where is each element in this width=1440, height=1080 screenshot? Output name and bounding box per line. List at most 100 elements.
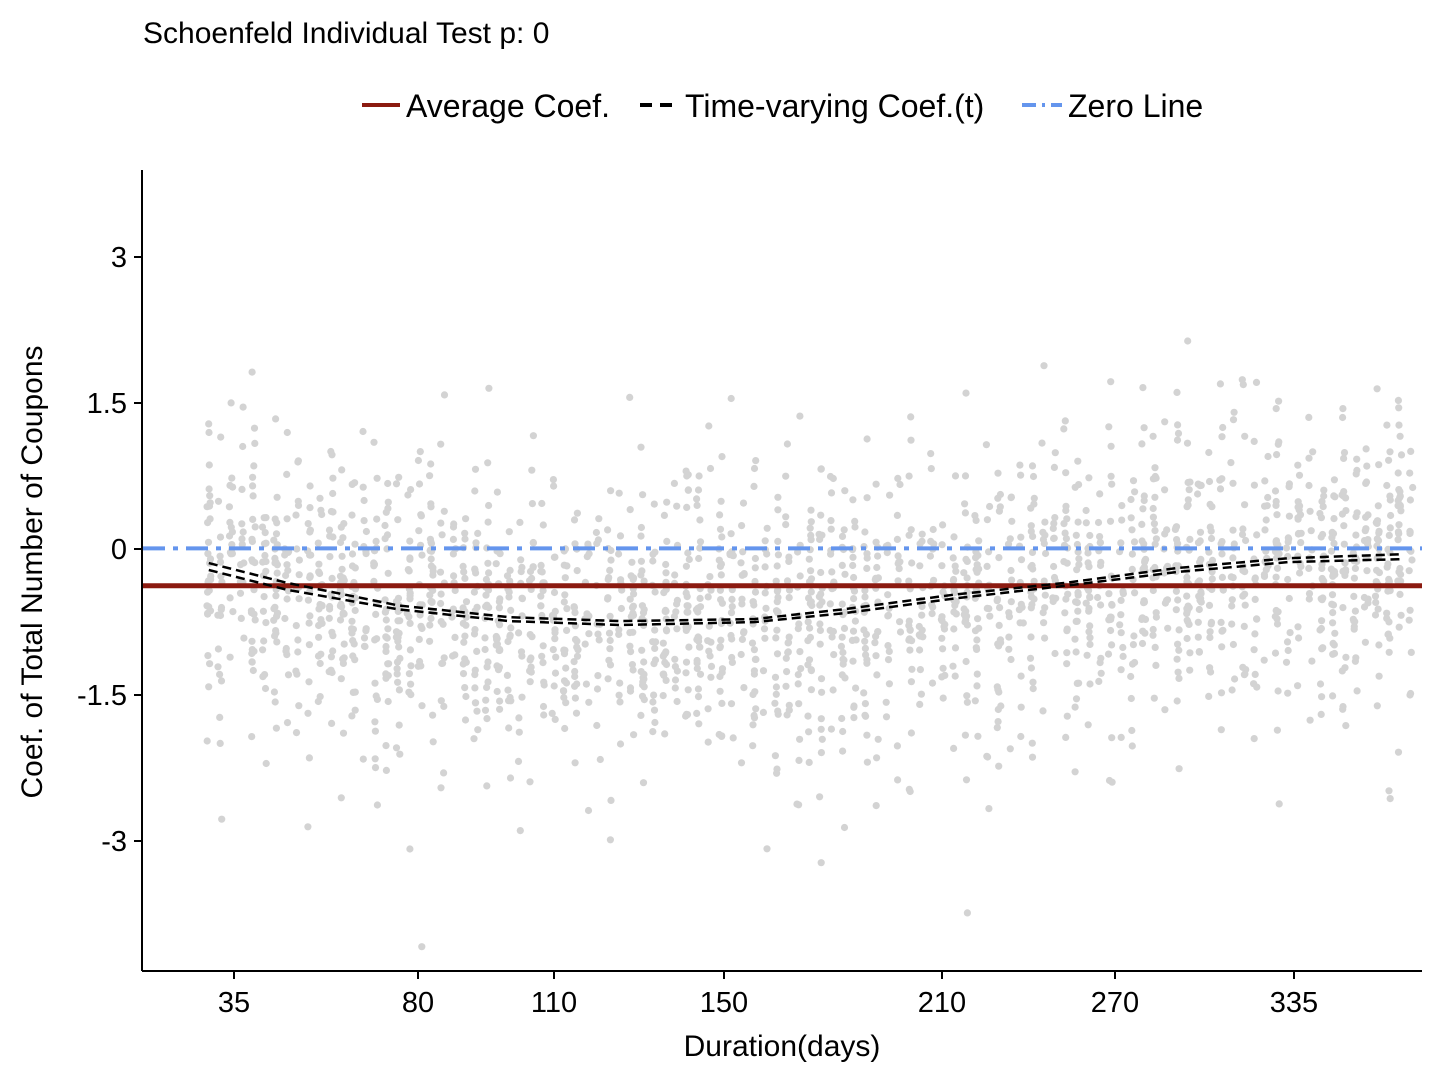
scatter-point [473,707,481,715]
scatter-point [838,714,846,723]
scatter-point [414,662,422,670]
scatter-point [1149,631,1157,639]
scatter-point [963,692,971,700]
scatter-point [1108,734,1116,742]
scatter-point [1386,634,1394,642]
scatter-point [1385,456,1393,464]
scatter-point [761,634,769,642]
scatter-point [774,710,782,718]
scatter-point [1319,503,1327,511]
scatter-point [806,633,815,642]
scatter-point [327,666,335,674]
scatter-point [682,669,690,677]
scatter-point [1183,439,1192,447]
scatter-point [826,472,835,481]
scatter-point [461,716,470,724]
scatter-point [996,490,1005,499]
scatter-point [1274,440,1282,448]
scatter-point [1095,677,1103,686]
scatter-point [1075,561,1083,569]
scatter-point [295,556,303,564]
scatter-point [1309,448,1317,456]
scatter-point [1294,503,1302,511]
scatter-point [1250,437,1258,445]
scatter-point [1385,618,1393,626]
scatter-point [216,739,224,748]
scatter-point [750,670,759,678]
scatter-point [905,531,913,539]
scatter-point [539,659,547,667]
scatter-point [360,517,368,525]
scatter-point [638,567,646,575]
scatter-point [1197,598,1205,606]
scatter-point [571,682,579,690]
scatter-point [495,663,503,671]
scatter-point [694,693,703,701]
scatter-point [571,694,580,702]
scatter-point [785,633,793,641]
scatter-point [272,530,281,538]
scatter-point [207,572,215,580]
scatter-point [1131,488,1139,496]
scatter-point [659,692,667,700]
scatter-point [395,721,403,729]
scatter-point [349,688,357,697]
scatter-point [571,667,579,676]
scatter-point [817,859,825,867]
scatter-point [240,634,248,642]
scatter-point [381,521,389,530]
scatter-point [817,568,825,577]
scatter-point [1218,550,1226,558]
scatter-point [1096,533,1104,541]
scatter-point [1275,800,1283,808]
scatter-point [1386,496,1394,504]
scatter-point [329,489,337,498]
scatter-point [763,845,771,853]
scatter-point [862,630,871,639]
scatter-point [1395,521,1403,529]
scatter-point [249,473,257,481]
scatter-point [805,758,813,767]
scatter-point [1216,380,1224,388]
scatter-point [1175,674,1183,683]
scatter-point [414,456,422,465]
scatter-point [371,718,379,726]
scatter-point [1295,634,1303,642]
scatter-point [738,635,747,644]
scatter-point [796,412,804,420]
scatter-point [462,598,471,606]
scatter-point [551,635,559,643]
scatter-point [1106,517,1115,525]
scatter-point [1283,638,1292,646]
scatter-point [1218,643,1226,651]
scatter-point [1397,611,1405,619]
scatter-point [1386,795,1394,803]
scatter-point [773,562,781,570]
scatter-point [561,724,569,733]
scatter-point [373,515,381,523]
scatter-point [551,607,559,616]
scatter-point [896,618,904,626]
scatter-point [908,637,916,645]
scatter-point [249,515,257,524]
scatter-point [292,729,301,737]
scatter-point [950,625,958,633]
scatter-point [1339,604,1347,612]
scatter-point [1251,670,1259,679]
scatter-point [907,729,916,737]
scatter-point [214,645,222,653]
scatter-point [716,525,725,533]
scatter-point [637,532,645,540]
scatter-point [248,556,256,564]
scatter-point [807,518,815,526]
scatter-point [651,718,659,727]
scatter-point [204,588,212,596]
scatter-point [316,659,324,668]
scatter-point [761,563,769,571]
scatter-point [251,523,259,531]
scatter-point [794,625,802,633]
scatter-point [1007,598,1015,606]
scatter-point [695,637,703,645]
scatter-point [214,611,222,619]
scatter-point [395,686,403,694]
